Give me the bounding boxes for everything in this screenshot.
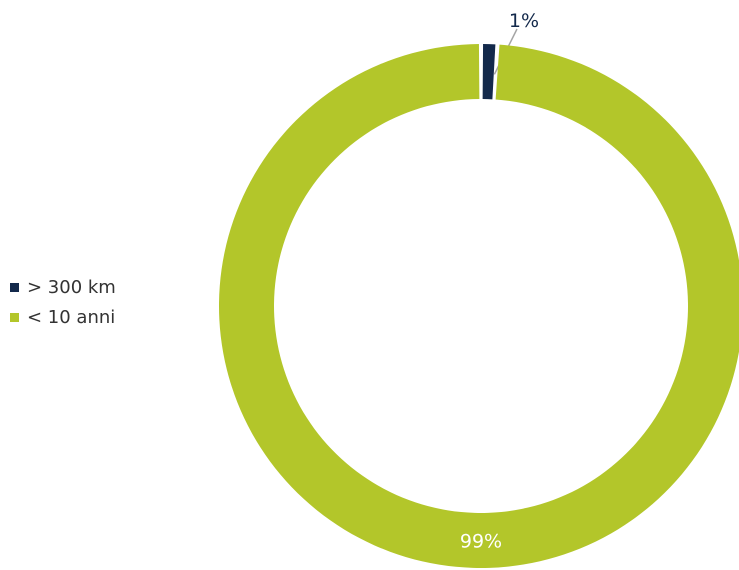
legend: > 300 km < 10 anni	[10, 272, 116, 332]
slice-under-10-anni	[219, 44, 739, 568]
legend-swatch-over-300km	[10, 282, 19, 292]
legend-label-under-10-anni: < 10 anni	[27, 306, 116, 328]
data-label-under-10-anni: 99%	[460, 531, 502, 553]
legend-label-over-300km: > 300 km	[27, 276, 116, 298]
slice-over-300km	[482, 44, 496, 100]
legend-item-under-10-anni: < 10 anni	[10, 302, 116, 332]
legend-item-over-300km: > 300 km	[10, 272, 116, 302]
legend-swatch-under-10-anni	[10, 312, 19, 322]
data-label-over-300km: 1%	[509, 10, 539, 32]
